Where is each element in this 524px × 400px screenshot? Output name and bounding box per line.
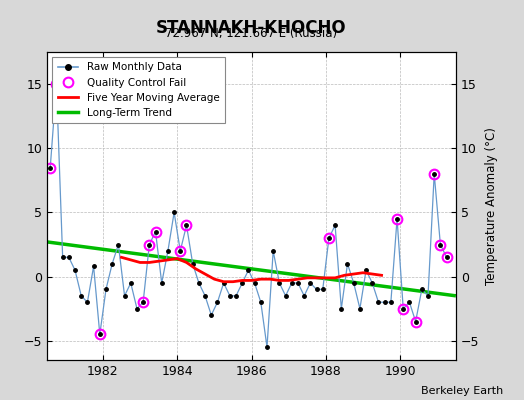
Text: 72.967 N, 121.667 E (Russia): 72.967 N, 121.667 E (Russia) [166,27,337,40]
Text: Berkeley Earth: Berkeley Earth [421,386,503,396]
Legend: Raw Monthly Data, Quality Control Fail, Five Year Moving Average, Long-Term Tren: Raw Monthly Data, Quality Control Fail, … [52,57,225,123]
Title: STANNAKH-KHOCHO: STANNAKH-KHOCHO [156,18,347,36]
Y-axis label: Temperature Anomaly (°C): Temperature Anomaly (°C) [485,127,498,285]
